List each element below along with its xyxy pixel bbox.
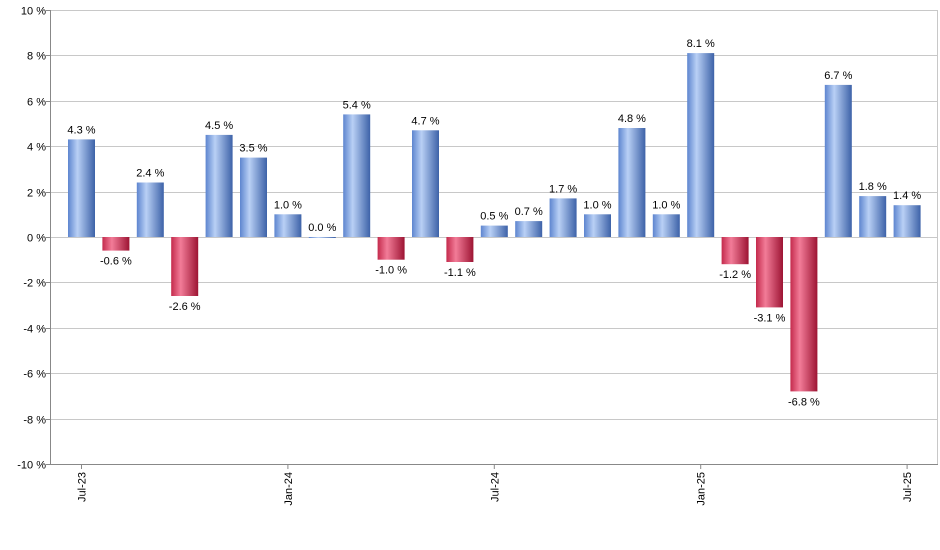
bar <box>343 114 371 237</box>
bar <box>480 225 508 237</box>
y-tick-label: -10 % <box>17 460 46 472</box>
bar <box>68 139 95 237</box>
data-label: 5.4 % <box>343 99 371 111</box>
x-axis-tick-labels: Jul-23 Jan-24 Jul-24 Jan-25 Jul-25 <box>77 464 914 506</box>
bars <box>68 53 921 392</box>
data-label: 2.4 % <box>136 168 164 180</box>
bar <box>446 237 474 262</box>
bar <box>549 198 577 237</box>
data-label: 4.5 % <box>205 120 233 132</box>
y-axis-tick-labels: 10 % 8 % 6 % 4 % 2 % 0 % -2 % -4 % -6 % -8 % -10 % <box>17 6 46 472</box>
y-tick-label: 10 % <box>21 6 46 18</box>
bar <box>859 196 887 237</box>
bar <box>756 237 783 308</box>
bar <box>687 53 715 237</box>
bar <box>790 237 818 392</box>
bar <box>274 214 302 237</box>
data-label: 4.3 % <box>67 124 95 136</box>
bar <box>721 237 749 265</box>
data-label: 8.1 % <box>687 38 715 50</box>
data-label: 1.0 % <box>274 199 302 211</box>
data-label: -1.0 % <box>375 265 407 277</box>
data-label: -2.6 % <box>169 301 201 313</box>
data-label: -3.1 % <box>754 312 786 324</box>
y-tick-label: 6 % <box>27 97 46 109</box>
bar <box>584 214 611 237</box>
bar <box>824 84 852 238</box>
bar <box>377 237 405 260</box>
data-label: 1.4 % <box>893 190 921 202</box>
data-label: 1.7 % <box>549 183 577 195</box>
x-tick-label: Jan-24 <box>283 472 295 506</box>
y-tick-label: 0 % <box>27 233 46 245</box>
bar <box>205 134 233 237</box>
bar <box>412 130 439 237</box>
data-label: -1.1 % <box>444 267 476 279</box>
y-tick-label: 2 % <box>27 188 46 200</box>
y-tick-label: 4 % <box>27 142 46 154</box>
bar <box>893 205 921 237</box>
data-labels: 4.3 % -0.6 % 2.4 % -2.6 % 4.5 % 3.5 % 1.0 % 0.0… <box>67 38 921 408</box>
bar <box>308 237 336 238</box>
y-tick-label: 8 % <box>27 51 46 63</box>
data-label: 1.0 % <box>652 199 680 211</box>
data-label: 4.7 % <box>411 115 439 127</box>
y-tick-label: -6 % <box>23 369 46 381</box>
bar <box>102 237 130 251</box>
data-label: -6.8 % <box>788 396 820 408</box>
data-label: 1.8 % <box>859 181 887 193</box>
x-tick-label: Jul-25 <box>902 472 914 502</box>
data-label: -1.2 % <box>719 269 751 281</box>
x-tick-label: Jan-25 <box>696 472 708 506</box>
bar <box>240 157 267 237</box>
data-label: 0.5 % <box>480 211 508 223</box>
data-label: -0.6 % <box>100 256 132 268</box>
bar <box>136 182 164 237</box>
bar <box>515 221 543 237</box>
y-tick-label: -4 % <box>23 324 46 336</box>
x-tick-label: Jul-23 <box>77 472 89 502</box>
data-label: 1.0 % <box>583 199 611 211</box>
data-label: 0.7 % <box>515 206 543 218</box>
data-label: 0.0 % <box>308 222 336 234</box>
y-tick-label: -2 % <box>23 278 46 290</box>
data-label: 6.7 % <box>824 70 852 82</box>
bar <box>652 214 680 237</box>
bar <box>618 128 646 237</box>
x-tick-label: Jul-24 <box>489 472 501 502</box>
y-tick-label: -8 % <box>23 415 46 427</box>
bar <box>171 237 199 296</box>
data-label: 3.5 % <box>239 143 267 155</box>
data-label: 4.8 % <box>618 113 646 125</box>
